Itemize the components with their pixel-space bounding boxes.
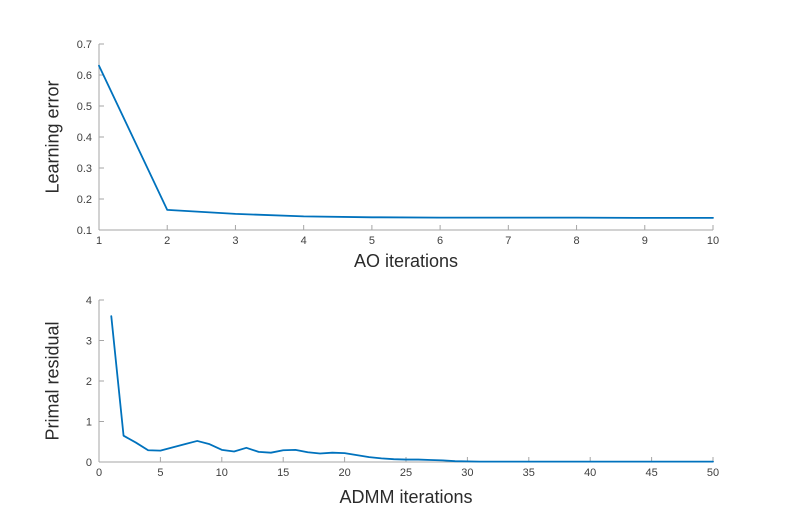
x-tick-label: 6 xyxy=(437,235,443,247)
y-tick-label: 0.3 xyxy=(77,163,92,175)
x-tick-label: 40 xyxy=(584,467,596,479)
x-tick-label: 20 xyxy=(338,467,350,479)
x-tick-label: 35 xyxy=(523,467,535,479)
bottom-chart-x-axis-label: ADMM iterations xyxy=(339,487,473,507)
bottom-chart-canvas: 0 5 10 15 20 25 30 35 40 45 50 0 1 2 3 4 xyxy=(86,295,719,479)
top-chart-canvas: 1 2 3 4 5 6 7 8 9 10 0.1 0.2 0.3 0.4 0.5 0.6 0.7 xyxy=(77,39,719,247)
y-tick-label: 0.7 xyxy=(77,39,92,51)
y-tick-label: 0.5 xyxy=(77,101,92,113)
x-tick-label: 5 xyxy=(157,467,163,479)
top-chart-x-axis-label: AO iterations xyxy=(353,251,459,271)
x-tick-label: 4 xyxy=(301,235,307,247)
y-tick-label: 4 xyxy=(86,295,92,307)
y-tick-label: 0.1 xyxy=(77,225,92,237)
y-tick-label: 0.4 xyxy=(77,132,92,144)
series-line xyxy=(98,64,714,219)
x-tick-label: 3 xyxy=(232,235,238,247)
y-tick-label: 2 xyxy=(86,376,92,388)
x-tick-label: 30 xyxy=(461,467,473,479)
x-tick-label: 7 xyxy=(505,235,511,247)
x-tick-label: 15 xyxy=(277,467,289,479)
y-tick-label: 3 xyxy=(86,336,92,348)
series-line xyxy=(110,315,714,463)
y-tick-label: 1 xyxy=(86,417,92,429)
x-tick-label: 10 xyxy=(707,235,719,247)
x-tick-label: 45 xyxy=(645,467,657,479)
x-tick-label: 2 xyxy=(164,235,170,247)
y-tick-label: 0 xyxy=(86,457,92,469)
x-tick-label: 5 xyxy=(369,235,375,247)
x-tick-label: 0 xyxy=(96,467,102,479)
x-tick-label: 10 xyxy=(216,467,228,479)
y-tick-label: 0.6 xyxy=(77,70,92,82)
x-tick-label: 9 xyxy=(642,235,648,247)
x-tick-label: 1 xyxy=(96,235,102,247)
x-tick-label: 25 xyxy=(400,467,412,479)
x-tick-label: 8 xyxy=(573,235,579,247)
x-tick-label: 50 xyxy=(707,467,719,479)
y-tick-label: 0.2 xyxy=(77,194,92,206)
